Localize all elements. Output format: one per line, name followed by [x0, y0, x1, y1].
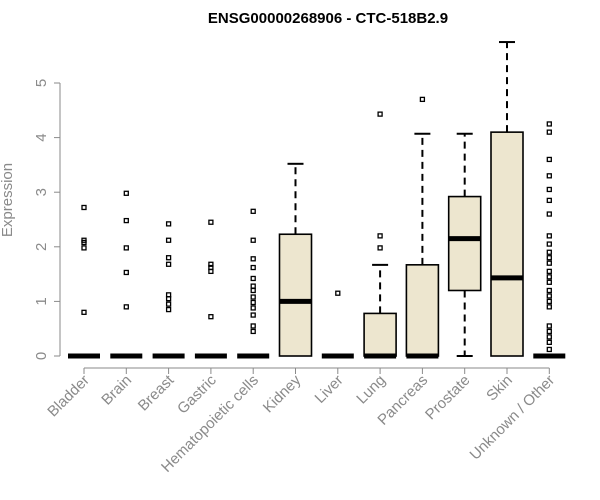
outlier-point: [250, 275, 256, 282]
box-10: [490, 41, 524, 357]
outlier-point: [165, 292, 172, 298]
x-tick-label: Lung: [353, 372, 389, 408]
outlier-point: [546, 241, 552, 247]
box-body: [490, 131, 524, 357]
outlier-point: [546, 304, 552, 310]
outlier-point: [377, 111, 383, 117]
outlier-point: [165, 237, 172, 243]
outlier-point: [250, 287, 256, 294]
outlier-point: [250, 305, 256, 311]
outlier-point: [123, 217, 129, 224]
outlier-point: [546, 211, 552, 217]
outlier-point: [546, 156, 552, 163]
outlier-point: [250, 299, 256, 306]
box-11: [533, 121, 566, 359]
outlier-point: [546, 274, 552, 280]
outlier-point: [419, 96, 426, 103]
outlier-point: [250, 256, 256, 262]
outlier-point: [208, 314, 214, 320]
outlier-point: [546, 255, 552, 261]
box-body: [447, 195, 482, 292]
x-tick-label: Bladder: [44, 372, 93, 421]
outlier-point: [377, 233, 383, 239]
outlier-point: [546, 287, 552, 294]
y-tick-label: 5: [33, 79, 50, 87]
outlier-point: [546, 233, 552, 239]
outlier-point: [208, 264, 214, 271]
chart-title: ENSG00000268906 - CTC-518B2.9: [208, 10, 448, 27]
outlier-point: [81, 309, 87, 315]
outlier-point: [165, 306, 172, 313]
x-tick-label: Kidney: [260, 371, 305, 416]
x-tick-label: Skin: [483, 372, 516, 405]
outlier-point: [546, 249, 552, 255]
y-tick-label: 1: [33, 297, 50, 305]
outlier-point: [165, 261, 172, 267]
outlier-point: [335, 290, 341, 296]
x-tick-label: Liver: [312, 372, 347, 407]
y-axis-label: Expression: [0, 163, 16, 237]
box-7: [363, 111, 397, 359]
outlier-point: [250, 208, 256, 214]
x-tick-label: Brain: [98, 372, 135, 409]
outlier-point: [250, 237, 256, 243]
outlier-point: [208, 219, 214, 225]
outlier-point: [546, 129, 552, 135]
box-body: [278, 233, 313, 357]
outlier-point: [123, 245, 129, 251]
outlier-point: [123, 190, 129, 196]
y-axis: 0 1 2 3 4 5: [33, 79, 61, 360]
box-6: [321, 290, 354, 359]
box-body: [363, 312, 397, 357]
y-tick-label: 2: [33, 243, 50, 251]
y-tick-label: 3: [33, 188, 50, 196]
box-1: [110, 190, 143, 359]
outlier-point: [165, 301, 172, 307]
outlier-point: [81, 245, 87, 251]
outlier-point: [123, 304, 129, 310]
outlier-point: [250, 264, 256, 271]
outlier-point: [250, 294, 256, 300]
outlier-point: [165, 255, 172, 261]
box-2: [152, 221, 185, 359]
box-9: [447, 132, 482, 357]
outlier-point: [546, 346, 552, 353]
x-tick-label: Prostate: [422, 372, 474, 424]
box-4: [237, 208, 270, 359]
outlier-point: [546, 328, 552, 335]
outlier-point: [546, 298, 552, 305]
outlier-point: [81, 237, 87, 243]
box-body: [405, 264, 440, 357]
outlier-point: [377, 245, 383, 251]
outlier-point: [81, 204, 87, 211]
outlier-point: [546, 121, 552, 127]
outlier-point: [546, 334, 552, 340]
box-8: [405, 96, 440, 359]
outlier-point: [123, 269, 129, 276]
outlier-point: [546, 173, 552, 179]
outlier-point: [546, 268, 552, 275]
y-tick-label: 4: [33, 133, 50, 141]
outlier-point: [250, 323, 256, 329]
outlier-point: [546, 260, 552, 266]
outlier-point: [546, 339, 552, 346]
outlier-point: [546, 323, 552, 329]
outlier-point: [250, 283, 256, 289]
outlier-point: [250, 312, 256, 318]
outlier-point: [165, 221, 172, 227]
outlier-point: [546, 293, 552, 299]
x-tick-label: Breast: [135, 371, 178, 414]
outlier-point: [546, 279, 552, 285]
outlier-point: [250, 328, 256, 335]
box-5: [278, 162, 313, 357]
y-tick-label: 0: [33, 352, 50, 360]
boxes-layer: [68, 41, 566, 359]
outlier-point: [208, 261, 214, 267]
box-0: [68, 204, 100, 359]
outlier-point: [546, 186, 552, 193]
box-3: [194, 219, 227, 359]
outlier-point: [546, 197, 552, 204]
